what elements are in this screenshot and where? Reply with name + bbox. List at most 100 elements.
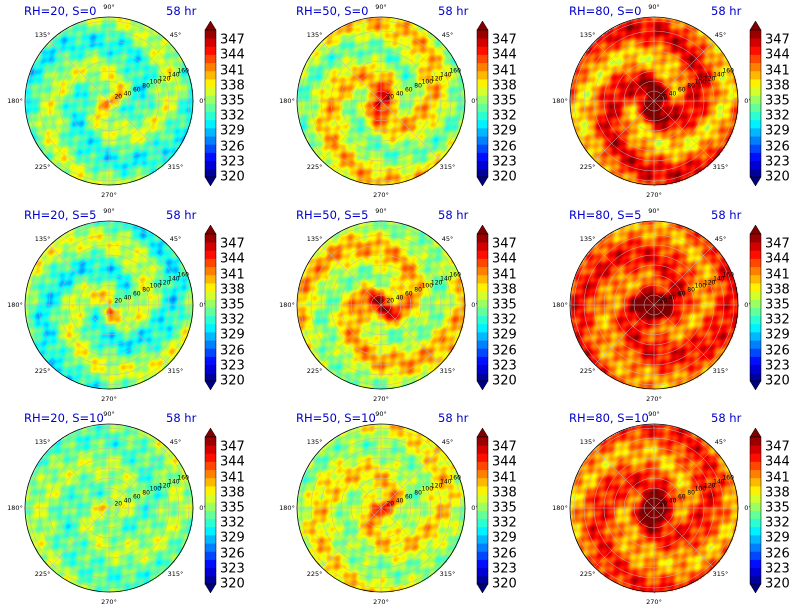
colorbar-band	[750, 559, 761, 569]
colorbar-extend-max	[749, 427, 762, 438]
colorbar-tick-label: 341	[765, 267, 790, 283]
colorbar-band	[205, 332, 216, 341]
colorbar	[204, 224, 217, 391]
colorbar-band	[750, 445, 761, 454]
colorbar-tick-label: 329	[492, 123, 517, 139]
colorbar-band	[205, 486, 216, 495]
polar-frame	[296, 423, 466, 593]
colorbar-extend-min	[749, 176, 762, 187]
angular-gridline	[594, 245, 655, 306]
colorbar-band	[750, 535, 761, 544]
angle-tick-label: 180°	[7, 97, 23, 105]
colorbar-tick-label: 332	[492, 312, 517, 328]
colorbar-band	[477, 559, 488, 569]
colorbar-tick-label: 323	[220, 358, 245, 374]
colorbar-tick-label: 332	[220, 108, 245, 124]
colorbar-tick-label: 335	[765, 500, 790, 516]
radial-tick-label: 40	[668, 294, 677, 301]
colorbar-band	[750, 144, 761, 153]
colorbar-band	[477, 315, 488, 325]
colorbar-frame	[749, 29, 762, 178]
radial-tick-label: 80	[414, 286, 422, 294]
colorbar-tick-label: 329	[220, 123, 245, 139]
colorbar-band	[477, 152, 488, 162]
angle-tick-label: 315°	[439, 163, 456, 172]
colorbar-band	[477, 526, 488, 536]
colorbar-band	[750, 266, 761, 276]
polar-grid	[24, 423, 194, 593]
time-label: 58 hr	[711, 4, 742, 18]
colorbar-frame	[476, 29, 489, 178]
colorbar-band	[750, 79, 761, 88]
colorbar-extend-min	[749, 380, 762, 391]
angle-tick-label: 135°	[579, 30, 596, 39]
colorbar-band	[477, 168, 488, 178]
time-label: 58 hr	[166, 4, 197, 18]
angle-tick-label: 45°	[714, 30, 727, 39]
colorbar-band	[477, 128, 488, 137]
colorbar-band	[477, 518, 488, 528]
angular-gridline	[108, 245, 169, 306]
colorbar-band	[477, 575, 488, 585]
colorbar-band	[477, 38, 488, 47]
colorbar-band	[205, 559, 216, 569]
angular-gridline	[380, 41, 441, 102]
colorbar-band	[477, 30, 488, 39]
colorbar-tick-label: 326	[220, 139, 245, 155]
radial-tick-label: 40	[395, 90, 404, 97]
colorbar-band	[477, 103, 488, 113]
colorbar-band	[477, 356, 488, 366]
colorbar-band	[205, 567, 216, 577]
colorbar-band	[477, 160, 488, 170]
polar-frame	[569, 16, 739, 186]
colorbar-tick-label: 329	[492, 530, 517, 546]
colorbar-tick-label: 329	[492, 327, 517, 343]
radial-tick-label: 120	[158, 75, 171, 83]
radial-tick-label: 140	[168, 478, 180, 486]
radial-tick-label: 60	[132, 493, 141, 501]
radial-tick-label: 20	[386, 500, 395, 508]
colorbar-tick-label: 338	[492, 282, 517, 298]
angle-tick-label: 225°	[34, 367, 51, 376]
colorbar-band	[477, 62, 488, 72]
colorbar-tick-label: 323	[765, 358, 790, 374]
polar-frame	[296, 16, 466, 186]
angular-gridline	[108, 448, 169, 509]
polar-frame	[569, 423, 739, 593]
colorbar-band	[205, 307, 216, 317]
colorbar-tick-label: 329	[220, 327, 245, 343]
radial-tick-label: 80	[687, 82, 695, 90]
radial-tick-label: 20	[386, 93, 395, 101]
colorbar-band	[477, 266, 488, 276]
radial-tick-label: 80	[142, 82, 150, 90]
colorbar-band	[477, 469, 488, 479]
radial-tick-label: 20	[659, 297, 668, 305]
colorbar-band	[205, 518, 216, 528]
colorbar-band	[205, 103, 216, 113]
colorbar-band	[477, 144, 488, 153]
colorbar-tick-label: 323	[765, 561, 790, 577]
colorbar-band	[477, 79, 488, 88]
colorbar-extend-max	[204, 20, 217, 31]
colorbar-band	[477, 502, 488, 511]
colorbar-extend-min	[476, 176, 489, 187]
colorbar-band	[750, 87, 761, 96]
colorbar-band	[205, 437, 216, 446]
colorbar-tick-label: 332	[765, 312, 790, 328]
polar-grid	[24, 220, 194, 390]
colorbar-band	[477, 307, 488, 317]
radial-tick-label: 120	[430, 279, 443, 287]
angle-tick-label: 180°	[279, 97, 295, 105]
colorbar-extend-max	[204, 224, 217, 235]
angle-tick-label: 135°	[306, 234, 323, 243]
colorbar-band	[750, 348, 761, 357]
colorbar-band	[750, 364, 761, 374]
angle-tick-label: 315°	[167, 570, 184, 579]
angle-tick-label: 90°	[103, 410, 115, 418]
angular-gridline	[321, 100, 382, 161]
colorbar-frame	[476, 436, 489, 585]
colorbar-tick-label: 329	[765, 327, 790, 343]
radial-tick-label: 40	[668, 497, 677, 504]
colorbar-band	[205, 234, 216, 243]
radial-tick-label: 140	[713, 275, 725, 283]
